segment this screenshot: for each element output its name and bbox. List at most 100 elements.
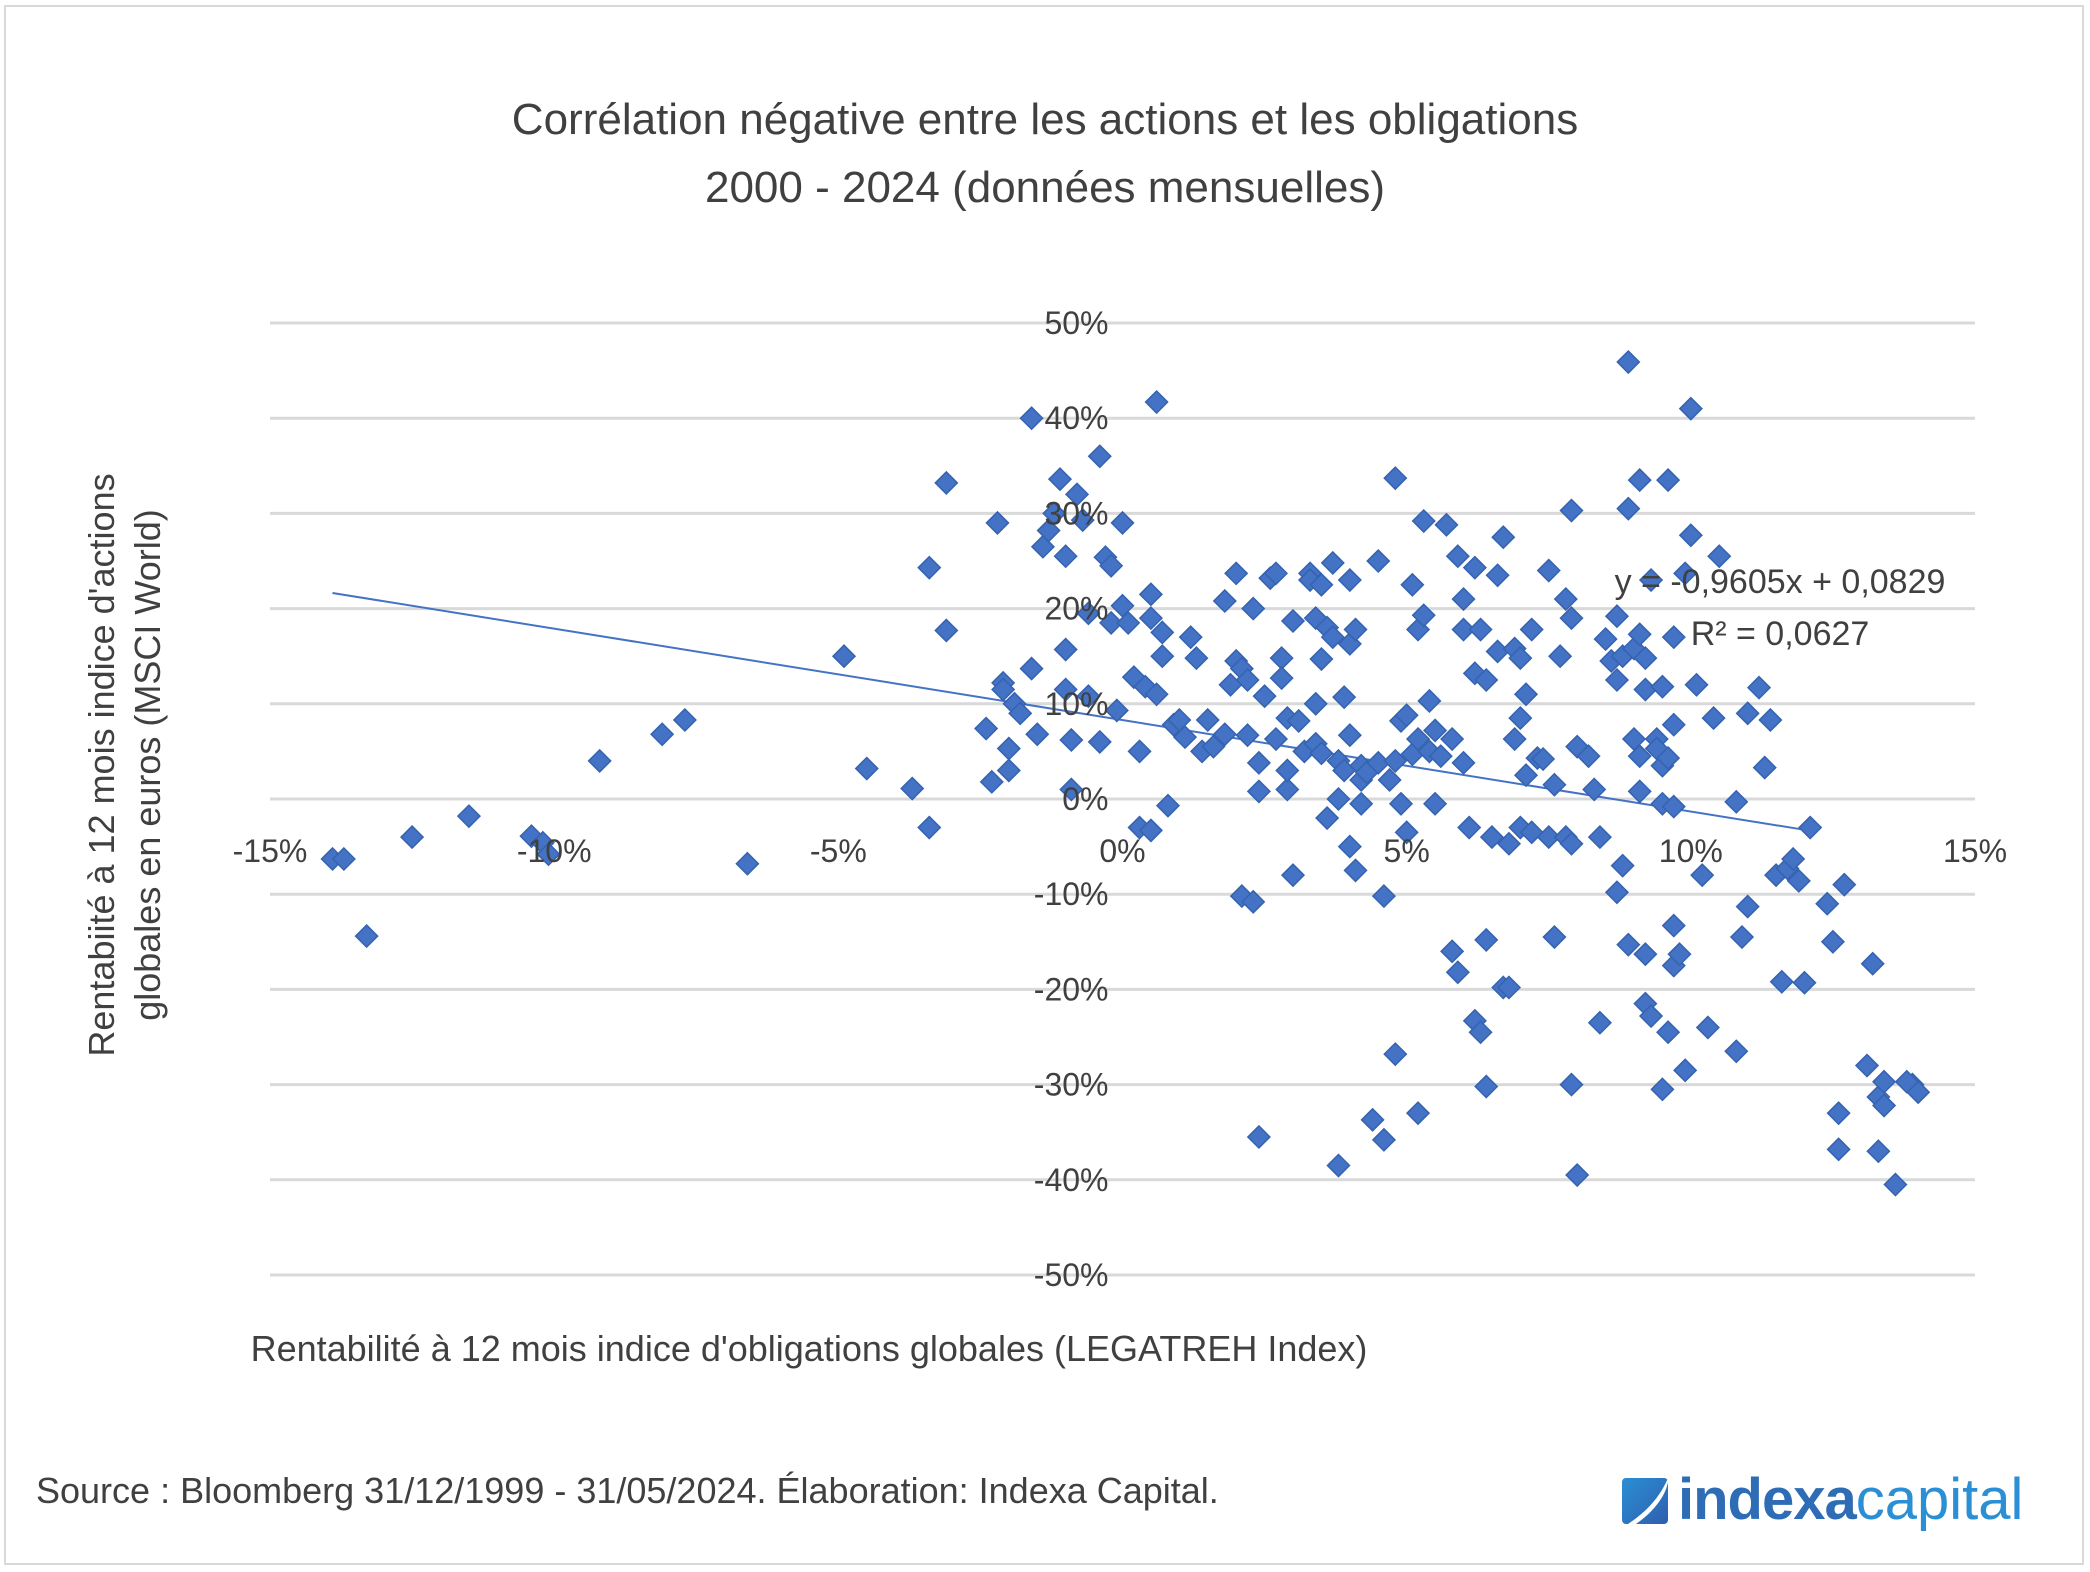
data-point	[900, 776, 925, 801]
data-point	[1559, 498, 1584, 523]
data-point	[979, 769, 1004, 794]
data-point	[1400, 572, 1425, 597]
data-point	[1116, 610, 1141, 635]
source-note: Source : Bloomberg 31/12/1999 - 31/05/20…	[36, 1470, 1219, 1511]
data-points	[320, 349, 1931, 1197]
data-point	[1542, 772, 1567, 797]
y-tick-label: 10%	[1044, 686, 1108, 722]
data-point	[1138, 818, 1163, 843]
data-point	[1883, 1172, 1908, 1197]
x-tick-label: 15%	[1943, 833, 2007, 869]
data-point	[1025, 722, 1050, 747]
data-point	[1064, 482, 1090, 507]
data-point	[1241, 889, 1266, 914]
data-point	[831, 644, 857, 669]
data-point	[1616, 932, 1641, 957]
data-point	[1474, 1074, 1499, 1099]
data-point	[1241, 596, 1266, 621]
data-point	[1690, 863, 1715, 888]
y-tick-label: -10%	[1034, 876, 1109, 912]
data-point	[1337, 723, 1362, 748]
data-point	[1656, 746, 1681, 771]
y-tick-label: -50%	[1034, 1257, 1109, 1293]
data-point	[1542, 924, 1567, 950]
data-point	[1678, 396, 1703, 421]
data-point	[1462, 555, 1487, 580]
data-point	[1798, 815, 1823, 840]
data-point	[1019, 406, 1044, 431]
regression-equation: y = -0,9605x + 0,0829	[1614, 563, 1946, 601]
data-point	[1604, 880, 1630, 905]
data-point	[1616, 349, 1641, 375]
data-point	[1502, 726, 1527, 752]
data-point	[1866, 1139, 1891, 1164]
data-point	[1280, 863, 1306, 888]
data-point	[1320, 625, 1345, 650]
data-point	[1661, 794, 1686, 819]
data-point	[1627, 622, 1652, 647]
data-point	[587, 748, 612, 773]
data-point	[854, 756, 879, 781]
data-point	[1724, 789, 1749, 814]
data-point	[1377, 767, 1402, 793]
data-point	[1405, 726, 1431, 752]
data-point	[1707, 544, 1732, 569]
data-point	[1280, 608, 1306, 634]
data-point	[1792, 970, 1817, 995]
data-point	[1275, 777, 1300, 802]
y-tick-label: -20%	[1034, 971, 1109, 1007]
y-tick-label: 40%	[1044, 400, 1108, 436]
data-point	[991, 677, 1016, 702]
data-point	[1604, 667, 1630, 693]
y-tick-label: -30%	[1034, 1067, 1109, 1103]
data-point	[1053, 544, 1078, 569]
data-point	[1786, 868, 1811, 893]
data-point	[1451, 617, 1476, 642]
data-point	[1854, 1053, 1880, 1078]
x-tick-label: 5%	[1384, 833, 1430, 869]
data-point	[1212, 722, 1237, 747]
data-point	[1457, 815, 1482, 840]
data-point	[1383, 466, 1408, 491]
data-point	[1263, 726, 1289, 752]
data-point	[1423, 791, 1448, 816]
data-point	[1423, 718, 1448, 743]
data-point	[1144, 389, 1169, 415]
data-point	[1269, 646, 1294, 671]
y-tick-label: -40%	[1034, 1162, 1109, 1198]
data-point	[1076, 601, 1101, 626]
data-point	[1610, 853, 1635, 878]
data-point	[400, 825, 425, 850]
logo-mark-icon	[1622, 1478, 1668, 1524]
data-point	[1479, 825, 1504, 850]
data-point	[1650, 674, 1675, 699]
data-point	[1633, 677, 1658, 702]
trendline-equation: y = -0,9605x + 0,0829 R² = 0,0627	[1590, 556, 1970, 660]
data-point	[1309, 572, 1334, 597]
gridlines	[270, 321, 1975, 1277]
data-point	[1661, 625, 1686, 650]
data-point	[1434, 512, 1459, 537]
data-point	[1667, 942, 1692, 967]
data-point	[1201, 734, 1226, 759]
data-point	[1815, 891, 1840, 916]
x-tick-label: 0%	[1099, 833, 1145, 869]
data-point	[1451, 750, 1476, 775]
data-point	[934, 618, 959, 643]
data-point	[1360, 1107, 1385, 1132]
data-point	[1746, 675, 1772, 700]
data-point	[1559, 831, 1584, 856]
data-point	[1735, 894, 1760, 919]
data-point	[1576, 744, 1601, 769]
data-point	[1769, 969, 1794, 994]
data-point	[1008, 701, 1033, 726]
data-point	[1155, 793, 1181, 818]
data-point	[1326, 786, 1351, 812]
data-point	[1678, 523, 1703, 548]
data-point	[1445, 544, 1470, 569]
data-point	[1263, 561, 1289, 586]
data-point	[1695, 1015, 1720, 1040]
y-tick-label: 20%	[1044, 591, 1108, 627]
y-tick-label: 50%	[1044, 305, 1108, 341]
